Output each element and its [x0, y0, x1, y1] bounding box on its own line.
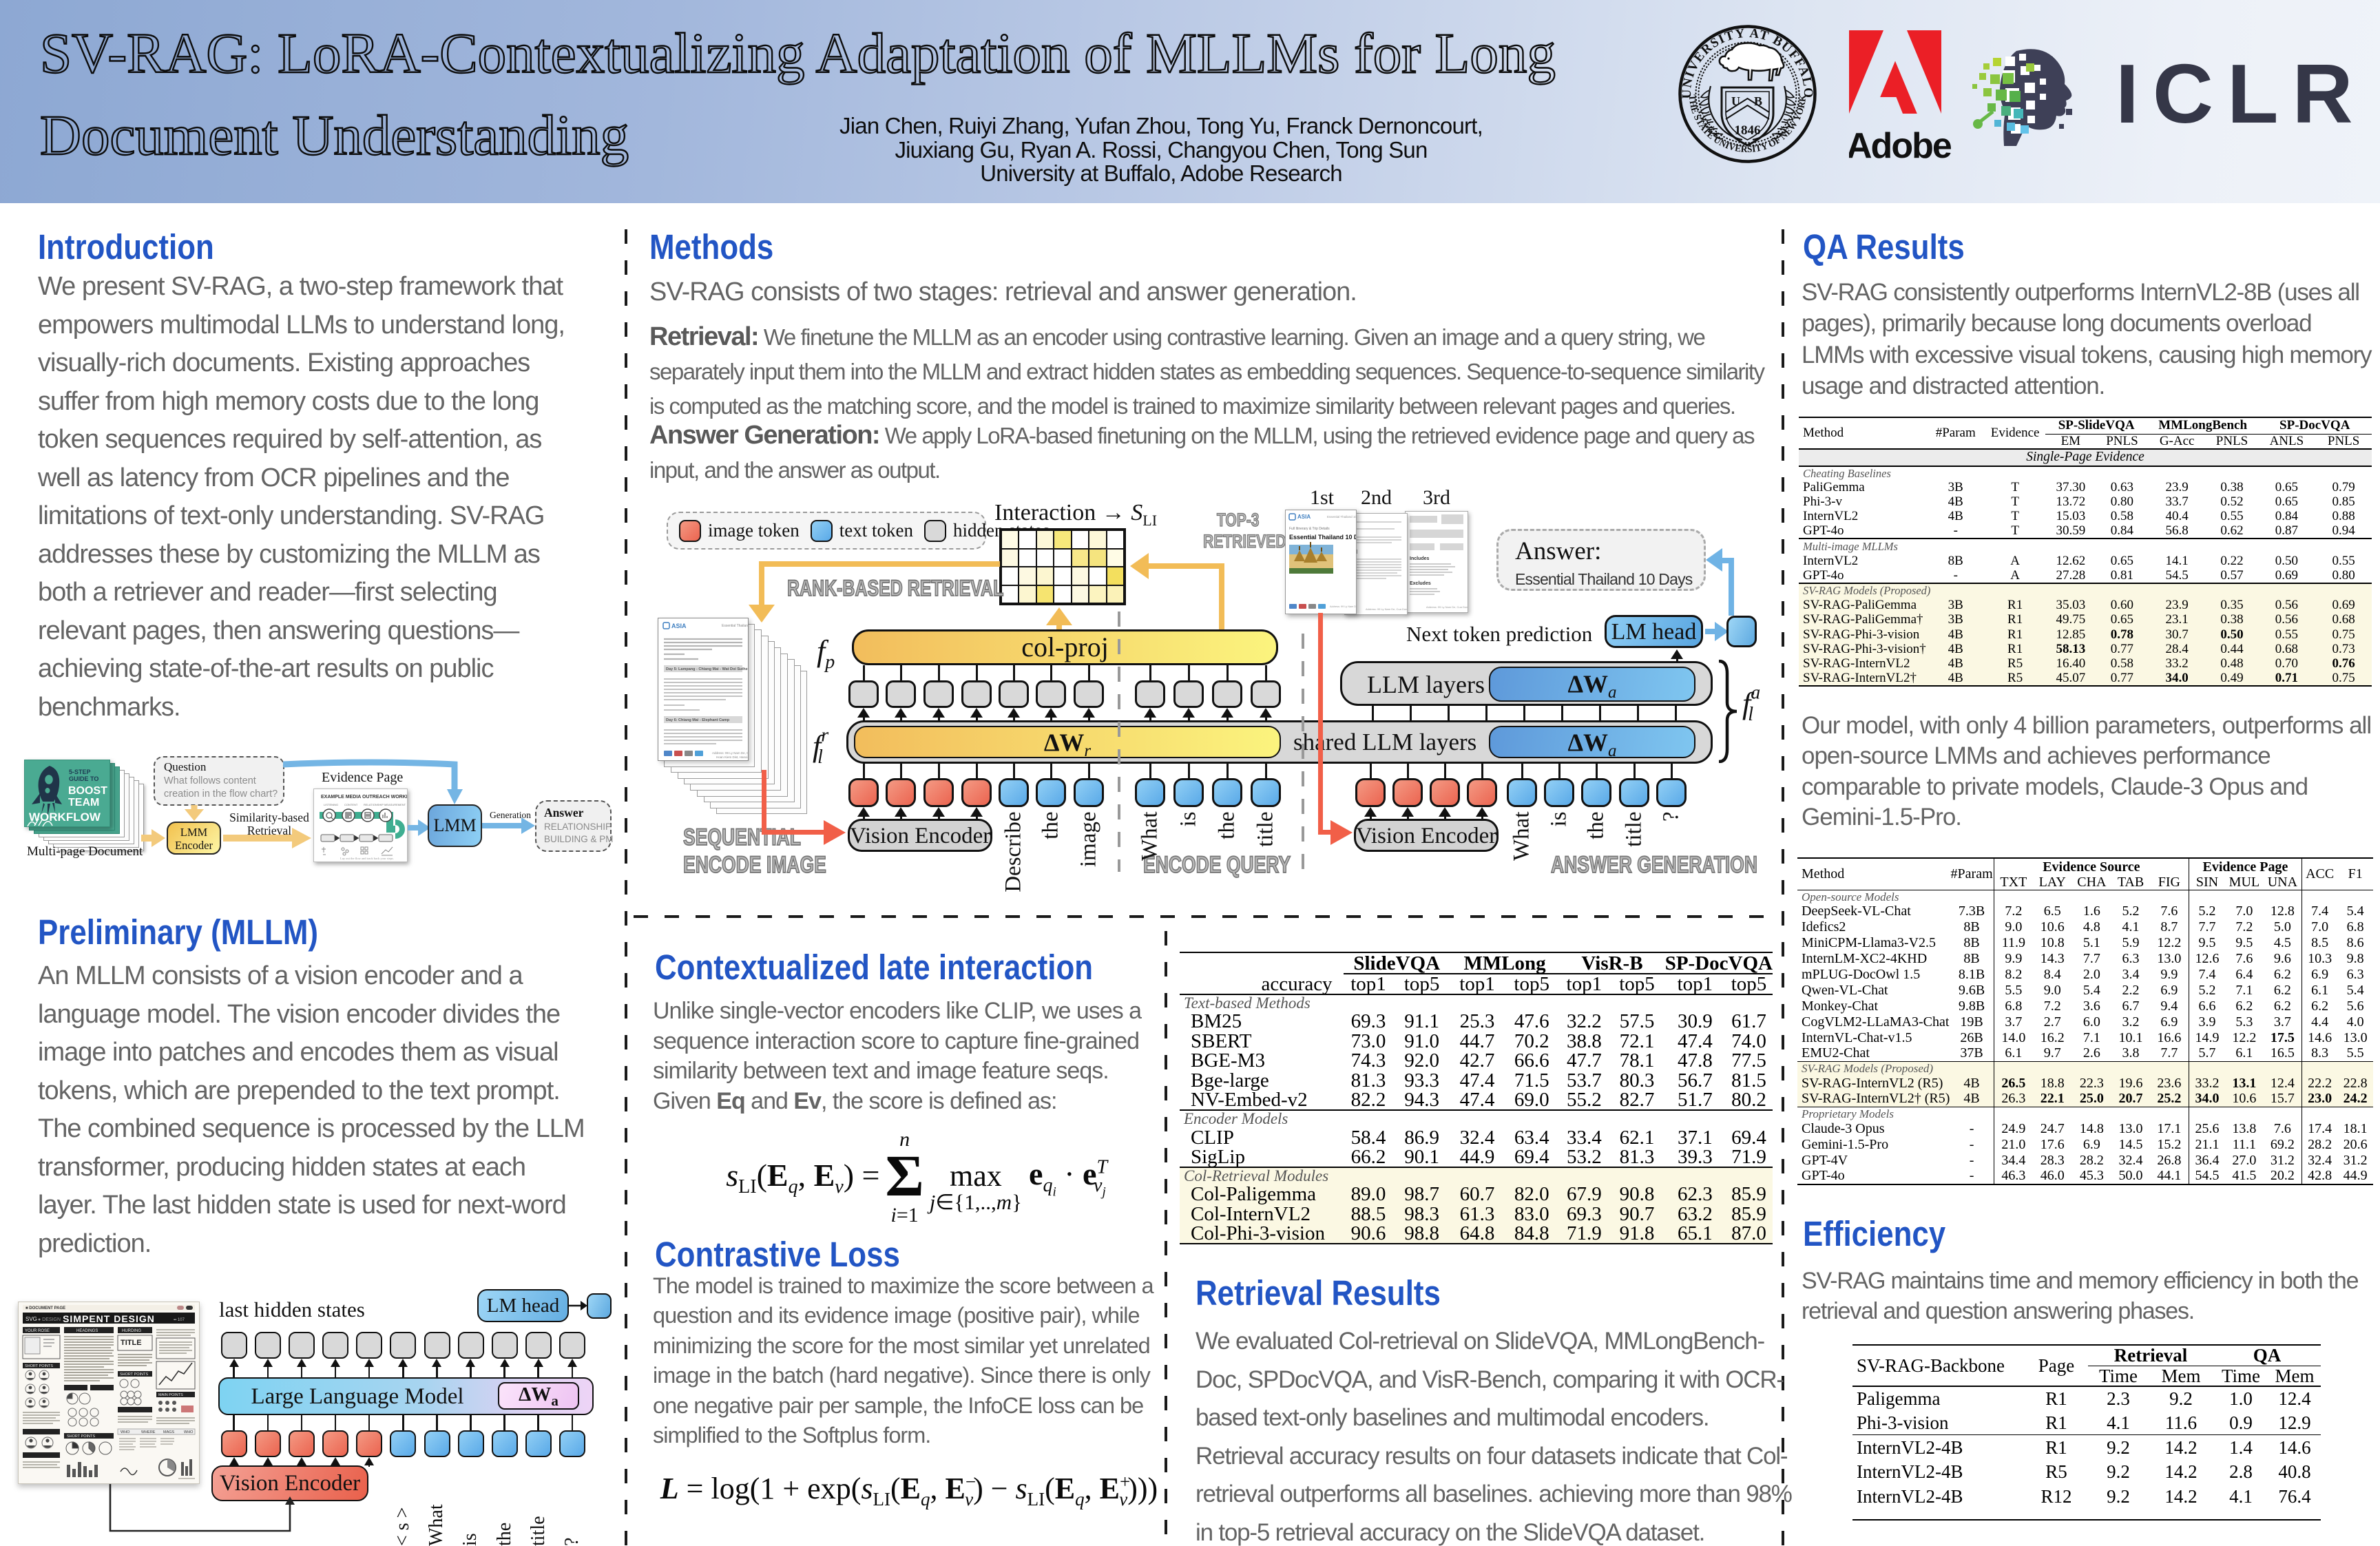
svg-text:Day 5: Lampang - Chiang Mai -: Day 5: Lampang - Chiang Mai - Wat Doi Su…: [666, 667, 748, 671]
svg-text:SIMPENT DESIGN: SIMPENT DESIGN: [63, 1313, 155, 1324]
svg-text:Address: 99 Ly Nam De, Cua Don: Address: 99 Ly Nam De, Cua Dong,: [712, 751, 748, 755]
svg-text:Adobe: Adobe: [1849, 126, 1952, 161]
svg-text:Day 6: Chiang Mai - Elephant C: Day 6: Chiang Mai - Elephant Camp: [666, 718, 730, 722]
svg-text:MAGS: MAGS: [163, 1430, 175, 1434]
svg-text:EXAMPLE MEDIA OUTREACH WORKFLO: EXAMPLE MEDIA OUTREACH WORKFLOW: [321, 795, 407, 800]
svg-text:WORKFLOW: WORKFLOW: [29, 811, 101, 824]
svg-text:SHORT POINTS: SHORT POINTS: [67, 1434, 95, 1439]
svg-text:■ DOCUMENT PAGE: ■ DOCUMENT PAGE: [25, 1306, 65, 1310]
svg-text:LISTENING: LISTENING: [324, 803, 338, 806]
svg-text:WHERE: WHERE: [141, 1430, 156, 1434]
svg-text:HURDING: HURDING: [122, 1329, 141, 1333]
svg-text:TITLE: TITLE: [121, 1339, 142, 1347]
svg-text:MAIN POINTS: MAIN POINTS: [158, 1393, 183, 1397]
svg-text:U: U: [1731, 94, 1740, 108]
svg-text:B: B: [1754, 94, 1762, 108]
svg-text:GUIDE TO: GUIDE TO: [69, 775, 98, 782]
svg-text:HEADINGS: HEADINGS: [76, 1329, 98, 1333]
svg-text:MEASUREMENT: MEASUREMENT: [384, 803, 406, 806]
svg-text:1846: 1846: [1735, 123, 1761, 138]
svg-text:SHORT POINTS: SHORT POINTS: [25, 1364, 53, 1368]
svg-text:ASIA: ASIA: [1297, 514, 1311, 520]
svg-text:● DESIGN: ● DESIGN: [38, 1317, 61, 1322]
svg-text:Address: 99 Ly Nam De, Cua Don: Address: 99 Ly Nam De, Cua Dong: [1426, 605, 1468, 609]
svg-text:Essential Thailand 10 Days: Essential Thailand 10 Days: [1327, 515, 1356, 519]
svg-text:Full Itinerary & Trip Details: Full Itinerary & Trip Details: [1289, 527, 1330, 531]
svg-text:SHORT POINTS: SHORT POINTS: [120, 1372, 148, 1377]
svg-text:▪▪ 107: ▪▪ 107: [174, 1318, 185, 1322]
svg-text:CONTENT: CONTENT: [344, 803, 358, 806]
svg-text:TEAM: TEAM: [68, 797, 99, 808]
svg-text:YOUR ROSE: YOUR ROSE: [25, 1329, 50, 1333]
svg-text:ASIA: ASIA: [671, 623, 687, 629]
svg-text:Hoan Kiem Dist, Hanoi: Hoan Kiem Dist, Hanoi: [716, 755, 748, 759]
svg-text:5-STEP: 5-STEP: [69, 769, 91, 775]
svg-text:Address: 99 Ly Nam De: Address: 99 Ly Nam De: [1330, 605, 1356, 608]
svg-text:Lay out the flow and track bac: Lay out the flow and track back your ste…: [340, 857, 394, 860]
svg-text:SVG: SVG: [25, 1316, 37, 1322]
svg-text:WHO: WHO: [184, 1430, 194, 1434]
svg-text:RELATIONSHIP: RELATIONSHIP: [364, 803, 384, 806]
svg-text:Includes: Includes: [1410, 556, 1430, 561]
svg-text:Essential Thailand 10 Days: Essential Thailand 10 Days: [1289, 534, 1356, 541]
svg-text:Essential Thailand 10 Days: Essential Thailand 10 Days: [722, 624, 748, 628]
svg-text:Address: 99 Ly Nam De, Cua Don: Address: 99 Ly Nam De, Cua Dong: [1366, 607, 1407, 611]
svg-text:Excludes: Excludes: [1410, 581, 1431, 586]
svg-text:WHO: WHO: [121, 1430, 130, 1434]
svg-text:BOOST: BOOST: [68, 785, 107, 797]
